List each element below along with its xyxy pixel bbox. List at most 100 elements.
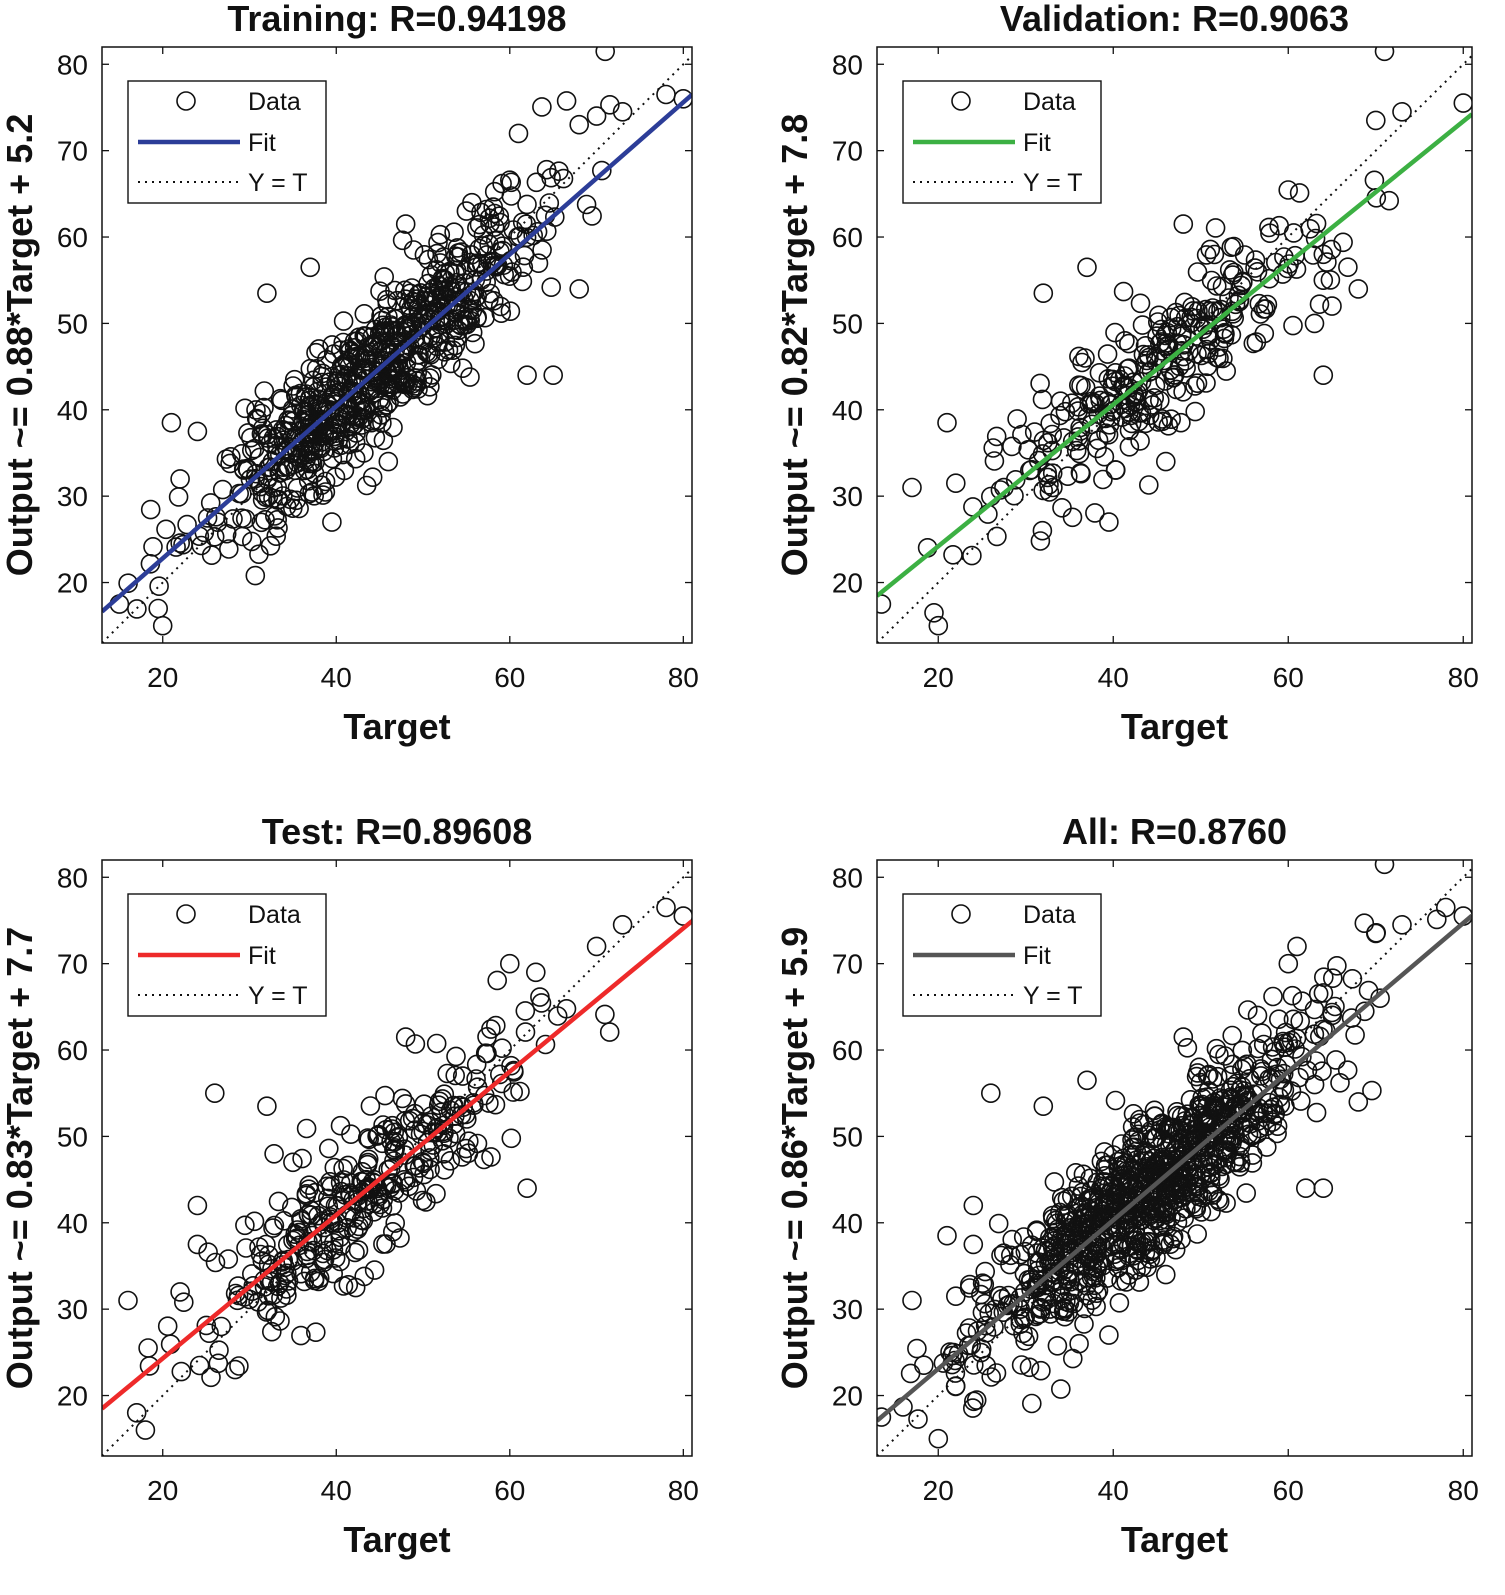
- data-point: [426, 1033, 447, 1054]
- data-point: [1137, 350, 1157, 371]
- plot-frame: [101, 859, 693, 1457]
- data-point: [531, 993, 552, 1013]
- data-point: [1085, 503, 1105, 523]
- data-point: [1169, 1167, 1190, 1188]
- data-point: [1185, 376, 1205, 396]
- data-point: [543, 365, 564, 386]
- data-point: [1273, 1063, 1294, 1084]
- plot-frame: [101, 46, 693, 644]
- data-point: [427, 1117, 448, 1138]
- data-point: [299, 1175, 319, 1195]
- data-point: [170, 469, 190, 489]
- data-point: [244, 1211, 265, 1232]
- data-point: [303, 1240, 324, 1261]
- data-point: [945, 473, 966, 494]
- data-point: [1275, 1037, 1295, 1057]
- data-point: [1144, 1100, 1165, 1121]
- data-point: [1187, 262, 1208, 282]
- data-point: [1196, 245, 1217, 265]
- data-point: [251, 512, 272, 533]
- data-point: [1345, 1025, 1365, 1045]
- data-point: [1094, 1142, 1115, 1162]
- data-point: [313, 1229, 334, 1249]
- data-point: [480, 213, 500, 234]
- data-point: [595, 1004, 615, 1025]
- data-point: [549, 161, 569, 181]
- data-point: [1366, 923, 1386, 944]
- data-point: [260, 535, 281, 556]
- data-point: [1148, 1151, 1169, 1171]
- data-point: [1236, 1183, 1256, 1203]
- data-point: [325, 467, 346, 487]
- data-point: [1051, 1379, 1071, 1399]
- data-point: [1013, 1227, 1034, 1247]
- data-point: [309, 339, 329, 359]
- data-point: [201, 545, 222, 566]
- data-point: [364, 1193, 385, 1214]
- data-point: [1080, 1168, 1100, 1189]
- legend: Data Fit Y = T: [127, 893, 327, 1017]
- data-point: [1283, 1009, 1304, 1030]
- data-point: [380, 345, 401, 365]
- data-point: [266, 526, 287, 547]
- data-point: [1011, 1355, 1032, 1375]
- data-point: [330, 1227, 351, 1248]
- data-point: [420, 1112, 441, 1133]
- data-point: [490, 296, 511, 317]
- data-point: [1322, 1002, 1342, 1023]
- data-point: [1098, 424, 1119, 445]
- data-point: [1062, 507, 1083, 528]
- y-axis-label: Output ~= 0.88*Target + 5.2: [0, 114, 40, 577]
- data-point: [156, 519, 176, 540]
- data-point: [1097, 344, 1118, 364]
- data-point: [325, 1248, 346, 1268]
- identity-line: [102, 867, 692, 1456]
- data-point: [170, 533, 190, 553]
- data-point: [1099, 1325, 1119, 1345]
- data-point: [1058, 466, 1078, 487]
- data-point: [1263, 986, 1283, 1007]
- data-point: [1282, 985, 1303, 1006]
- y-tick-label: 40: [832, 1208, 863, 1239]
- data-point: [1066, 1209, 1087, 1229]
- data-point: [1085, 393, 1105, 414]
- data-point: [395, 1110, 416, 1131]
- data-point: [1130, 293, 1151, 314]
- data-point: [126, 1403, 147, 1423]
- data-point: [1144, 1156, 1165, 1176]
- data-point: [1165, 1239, 1186, 1260]
- data-point: [413, 1153, 434, 1174]
- chart-title: All: R=0.8760: [1062, 811, 1287, 852]
- data-point: [330, 1172, 351, 1193]
- data-point: [523, 225, 544, 246]
- data-point: [937, 412, 957, 433]
- data-point: [1241, 1126, 1262, 1146]
- data-point: [612, 914, 633, 935]
- data-point: [913, 1355, 934, 1375]
- data-point: [1044, 1172, 1065, 1192]
- data-point: [453, 1097, 474, 1117]
- y-tick-label: 80: [57, 49, 88, 80]
- data-point: [1032, 520, 1053, 541]
- data-point: [1203, 1099, 1224, 1119]
- data-point: [264, 1144, 284, 1164]
- data-point: [1172, 1181, 1193, 1202]
- data-point: [1370, 988, 1390, 1009]
- data-point: [243, 1276, 264, 1296]
- data-point: [438, 340, 459, 360]
- data-point: [323, 1233, 344, 1253]
- data-point: [1124, 1127, 1144, 1148]
- data-point: [1362, 1080, 1382, 1101]
- data-point: [937, 1225, 957, 1246]
- data-point: [292, 1148, 312, 1169]
- y-tick-label: 70: [832, 949, 863, 980]
- data-point: [1163, 1228, 1183, 1249]
- y-tick-label: 60: [57, 1035, 88, 1066]
- data-point: [325, 394, 346, 415]
- data-point: [456, 201, 477, 221]
- data-point: [1232, 1040, 1253, 1061]
- data-point: [1093, 469, 1113, 490]
- data-point: [924, 602, 944, 623]
- data-point: [1327, 955, 1347, 976]
- data-point: [1230, 1136, 1251, 1157]
